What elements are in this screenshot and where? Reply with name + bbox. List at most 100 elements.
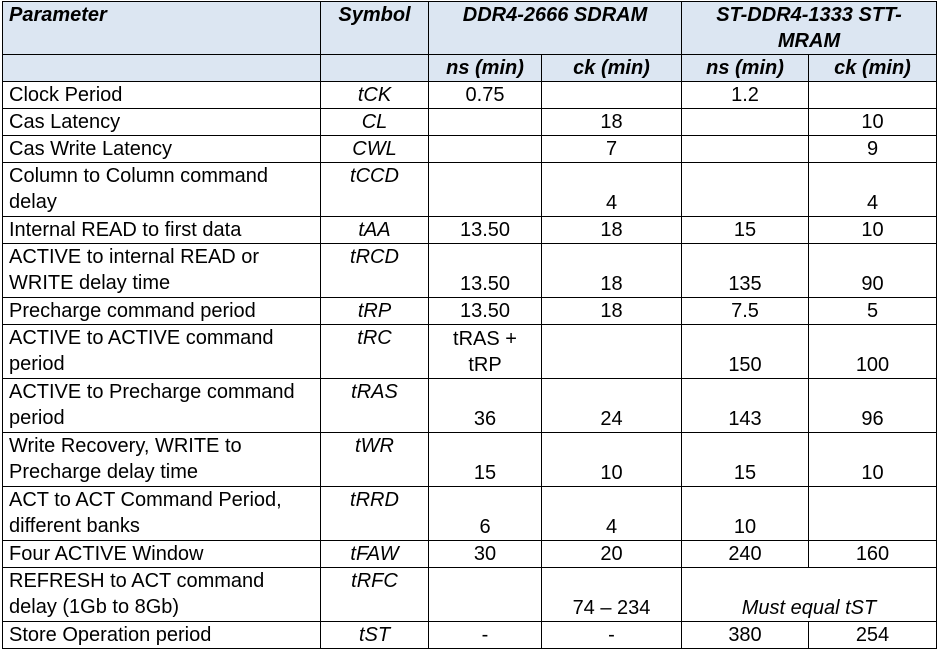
stt-ck-cell: 100	[808, 324, 937, 379]
table-row: Column to Column command delay tCCD 4 4	[2, 162, 937, 217]
stt-ck-cell	[808, 81, 937, 109]
ddr4-ns-cell: 13.50	[428, 243, 542, 298]
symbol-cell: tRRD	[320, 486, 429, 541]
header-symbol: Symbol	[320, 1, 429, 55]
ddr4-ns-cell: tRAS + tRP	[428, 324, 542, 379]
table-row: Clock Period tCK 0.75 1.2	[2, 81, 937, 109]
ddr4-ck-cell: 7	[541, 135, 682, 163]
table-row: REFRESH to ACT command delay (1Gb to 8Gb…	[2, 567, 937, 622]
symbol-cell: tCCD	[320, 162, 429, 217]
ddr4-ns-cell	[428, 135, 542, 163]
header-ddr4: DDR4-2666 SDRAM	[428, 1, 682, 55]
table-row: Cas Latency CL 18 10	[2, 108, 937, 136]
parameter-cell: Column to Column command delay	[2, 162, 321, 217]
symbol-cell: tAA	[320, 216, 429, 244]
stt-ns-cell: 15	[681, 216, 809, 244]
symbol-cell: tRFC	[320, 567, 429, 622]
ddr4-ck-cell: 18	[541, 297, 682, 325]
stt-note-cell: Must equal tST	[681, 567, 937, 622]
header-row: Parameter Symbol DDR4-2666 SDRAM ST-DDR4…	[2, 1, 937, 55]
ddr4-ck-cell: 18	[541, 216, 682, 244]
table-row: Store Operation period tST - -380 254	[2, 621, 937, 649]
parameter-cell: REFRESH to ACT command delay (1Gb to 8Gb…	[2, 567, 321, 622]
symbol-cell: tWR	[320, 432, 429, 487]
table-row: Four ACTIVE Window tFAW 30 20 240 160	[2, 540, 937, 568]
table-row: Internal READ to first data tAA 13.50 18 15 1…	[2, 216, 937, 244]
ddr4-ck-cell: 4	[541, 162, 682, 217]
table-row: Write Recovery, WRITE to Precharge delay…	[2, 432, 937, 487]
symbol-cell: tCK	[320, 81, 429, 109]
parameter-cell: ACTIVE to Precharge command period	[2, 378, 321, 433]
stt-ns-cell: 380	[681, 621, 809, 649]
table-row: ACTIVE to ACTIVE command period tRC tRAS +…	[2, 324, 937, 379]
stt-ck-cell: 90	[808, 243, 937, 298]
parameter-cell: ACTIVE to internal READ or WRITE delay t…	[2, 243, 321, 298]
stt-ck-cell: 10	[808, 216, 937, 244]
ddr4-ns-cell	[428, 567, 542, 622]
ddr4-ns-cell: 6	[428, 486, 542, 541]
table-row: ACTIVE to Precharge command period tRAS 36…	[2, 378, 937, 433]
parameter-cell: ACT to ACT Command Period, different ban…	[2, 486, 321, 541]
subheader-row: ns (min) ck (min) ns (min) ck (min)	[2, 54, 937, 82]
symbol-cell: tRP	[320, 297, 429, 325]
stt-ck-cell	[808, 486, 937, 541]
parameter-cell: Cas Write Latency	[2, 135, 321, 163]
subheader-ddr4-ns: ns (min)	[428, 54, 542, 82]
ddr4-ns-cell: 30	[428, 540, 542, 568]
symbol-cell: tFAW	[320, 540, 429, 568]
stt-ns-cell	[681, 162, 809, 217]
ddr4-ns-cell	[428, 162, 542, 217]
ddr4-ns-cell: 0.75	[428, 81, 542, 109]
symbol-cell: tST	[320, 621, 429, 649]
subheader-stt-ns: ns (min)	[681, 54, 809, 82]
ddr4-ck-cell: 18	[541, 243, 682, 298]
symbol-cell: tRAS	[320, 378, 429, 433]
ddr4-ck-cell: 18	[541, 108, 682, 136]
parameter-cell: Write Recovery, WRITE to Precharge delay…	[2, 432, 321, 487]
stt-ns-cell: 10	[681, 486, 809, 541]
stt-ns-cell	[681, 135, 809, 163]
ddr4-ns-cell	[428, 108, 542, 136]
subheader-empty	[320, 54, 429, 82]
symbol-cell: tRCD	[320, 243, 429, 298]
symbol-cell: CL	[320, 108, 429, 136]
ddr4-ns-cell: -	[428, 621, 542, 649]
table-row: Precharge command period tRP 13.50 18 7.5 5	[2, 297, 937, 325]
ddr4-ck-cell	[541, 324, 682, 379]
header-parameter: Parameter	[2, 1, 321, 55]
parameter-cell: Four ACTIVE Window	[2, 540, 321, 568]
stt-ns-cell: 143	[681, 378, 809, 433]
symbol-cell: CWL	[320, 135, 429, 163]
stt-ck-cell: 254	[808, 621, 937, 649]
stt-ck-cell: 96	[808, 378, 937, 433]
header-stt-mram: ST-DDR4-1333 STT-MRAM	[681, 1, 937, 55]
parameter-cell: ACTIVE to ACTIVE command period	[2, 324, 321, 379]
ddr4-ns-cell: 36	[428, 378, 542, 433]
ddr4-ck-cell: 74 – 234	[541, 567, 682, 622]
ddr4-ck-cell: 10	[541, 432, 682, 487]
stt-ck-cell: 10	[808, 108, 937, 136]
stt-ns-cell: 135	[681, 243, 809, 298]
symbol-cell: tRC	[320, 324, 429, 379]
table-row: Cas Write Latency CWL 7 9	[2, 135, 937, 163]
ddr4-ns-cell: 13.50	[428, 297, 542, 325]
ddr4-ck-cell: 24	[541, 378, 682, 433]
ddr4-ns-cell: 15	[428, 432, 542, 487]
stt-ns-cell	[681, 108, 809, 136]
ddr4-ck-cell: 4	[541, 486, 682, 541]
stt-ns-cell: 1.2	[681, 81, 809, 109]
stt-ck-cell: 10	[808, 432, 937, 487]
stt-ns-cell: 240	[681, 540, 809, 568]
parameter-cell: Cas Latency	[2, 108, 321, 136]
parameter-cell: Clock Period	[2, 81, 321, 109]
subheader-stt-ck: ck (min)	[808, 54, 937, 82]
ddr4-ck-cell: -	[541, 621, 682, 649]
stt-ck-cell: 160	[808, 540, 937, 568]
subheader-ddr4-ck: ck (min)	[541, 54, 682, 82]
table-row: ACT to ACT Command Period, different ban…	[2, 486, 937, 541]
subheader-empty	[2, 54, 321, 82]
stt-ck-cell: 4	[808, 162, 937, 217]
parameter-cell: Internal READ to first data	[2, 216, 321, 244]
stt-ck-cell: 9	[808, 135, 937, 163]
